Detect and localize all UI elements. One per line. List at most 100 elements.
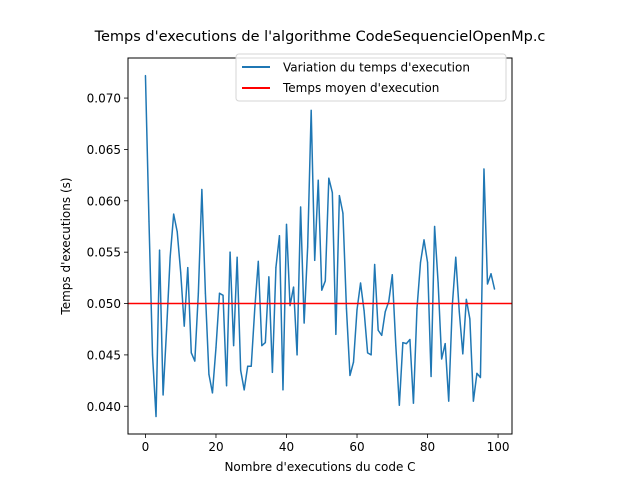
data-point bbox=[328, 177, 330, 179]
y-axis: 0.040 0.045 0.050 0.055 0.060 0.065 0.070 bbox=[87, 92, 128, 414]
data-point bbox=[211, 392, 214, 394]
data-point bbox=[444, 343, 446, 345]
data-point bbox=[321, 289, 323, 291]
data-point bbox=[282, 389, 284, 391]
data-point bbox=[437, 282, 439, 284]
data-point bbox=[208, 373, 210, 376]
data-point bbox=[236, 256, 238, 258]
data-point bbox=[173, 213, 175, 215]
data-point bbox=[158, 249, 161, 251]
data-point bbox=[338, 195, 340, 197]
data-point bbox=[395, 345, 397, 347]
x-tick-label: 0 bbox=[142, 440, 150, 454]
data-point bbox=[278, 235, 281, 237]
y-tick-label: 0.055 bbox=[87, 246, 121, 260]
data-point bbox=[409, 338, 411, 341]
data-point bbox=[388, 300, 390, 303]
legend-label-execution-time: Variation du temps d'execution bbox=[283, 61, 470, 75]
y-tick-label: 0.060 bbox=[87, 194, 121, 208]
data-point bbox=[331, 191, 333, 194]
data-point bbox=[479, 376, 482, 379]
data-point bbox=[264, 341, 266, 344]
data-point bbox=[349, 374, 351, 377]
data-point bbox=[367, 352, 369, 354]
data-point bbox=[169, 256, 171, 258]
data-point bbox=[187, 266, 189, 269]
data-point bbox=[381, 334, 383, 336]
data-point bbox=[430, 375, 432, 378]
y-tick-label: 0.050 bbox=[87, 297, 121, 311]
y-tick-label: 0.070 bbox=[87, 92, 121, 106]
data-point bbox=[271, 371, 273, 373]
data-point bbox=[314, 259, 316, 261]
data-point bbox=[359, 282, 362, 284]
data-point bbox=[469, 318, 471, 320]
data-point bbox=[374, 263, 376, 266]
data-point bbox=[377, 329, 379, 331]
data-point bbox=[233, 345, 235, 347]
data-point bbox=[257, 260, 259, 263]
data-point bbox=[292, 286, 295, 288]
data-point bbox=[384, 311, 386, 313]
data-point bbox=[345, 308, 348, 310]
data-point bbox=[356, 309, 358, 311]
data-point bbox=[176, 231, 178, 233]
data-point bbox=[261, 345, 263, 347]
legend-box bbox=[235, 53, 507, 102]
data-point bbox=[483, 168, 485, 170]
data-point bbox=[419, 261, 422, 264]
x-axis: 0 20 40 60 80 100 bbox=[142, 434, 510, 454]
x-tick-label: 100 bbox=[487, 440, 510, 454]
data-point bbox=[465, 298, 467, 301]
data-point bbox=[225, 385, 228, 387]
data-point bbox=[240, 369, 242, 371]
data-point bbox=[455, 256, 457, 258]
data-point bbox=[155, 415, 157, 418]
x-tick-label: 80 bbox=[420, 440, 435, 454]
data-point bbox=[426, 261, 429, 264]
data-point bbox=[254, 308, 256, 310]
data-point bbox=[352, 361, 355, 363]
data-point bbox=[148, 220, 150, 222]
data-point bbox=[458, 311, 460, 313]
data-point bbox=[247, 365, 249, 367]
x-tick-label: 60 bbox=[349, 440, 364, 454]
data-point bbox=[476, 372, 478, 374]
series-line-execution-time bbox=[144, 75, 496, 418]
data-point bbox=[201, 188, 203, 191]
legend: Variation du temps d'execution Temps moy… bbox=[235, 53, 507, 102]
data-point bbox=[296, 354, 298, 356]
y-tick-label: 0.045 bbox=[87, 348, 121, 362]
data-point bbox=[194, 360, 196, 362]
data-point bbox=[391, 274, 393, 276]
data-point bbox=[215, 347, 217, 349]
data-point bbox=[451, 306, 453, 308]
data-point bbox=[151, 354, 154, 356]
data-point bbox=[486, 283, 489, 285]
data-point bbox=[204, 292, 206, 294]
data-point bbox=[310, 109, 312, 111]
data-point bbox=[197, 292, 199, 294]
data-point bbox=[229, 251, 231, 253]
data-point bbox=[405, 343, 407, 345]
y-tick-label: 0.065 bbox=[87, 143, 121, 157]
data-point bbox=[448, 400, 450, 402]
data-point bbox=[490, 273, 492, 275]
data-point bbox=[190, 352, 192, 354]
data-point bbox=[275, 266, 277, 269]
data-point bbox=[324, 280, 326, 282]
data-point bbox=[423, 239, 425, 241]
data-point bbox=[493, 288, 496, 290]
data-point bbox=[183, 325, 185, 327]
data-point bbox=[434, 225, 436, 228]
data-point bbox=[300, 206, 302, 208]
data-point bbox=[370, 354, 372, 356]
y-tick-label: 0.040 bbox=[87, 400, 121, 414]
data-point bbox=[402, 341, 404, 344]
data-point bbox=[363, 310, 365, 312]
data-point bbox=[180, 272, 182, 274]
data-point bbox=[285, 223, 288, 226]
data-point bbox=[250, 365, 252, 367]
plot-area bbox=[128, 74, 512, 418]
